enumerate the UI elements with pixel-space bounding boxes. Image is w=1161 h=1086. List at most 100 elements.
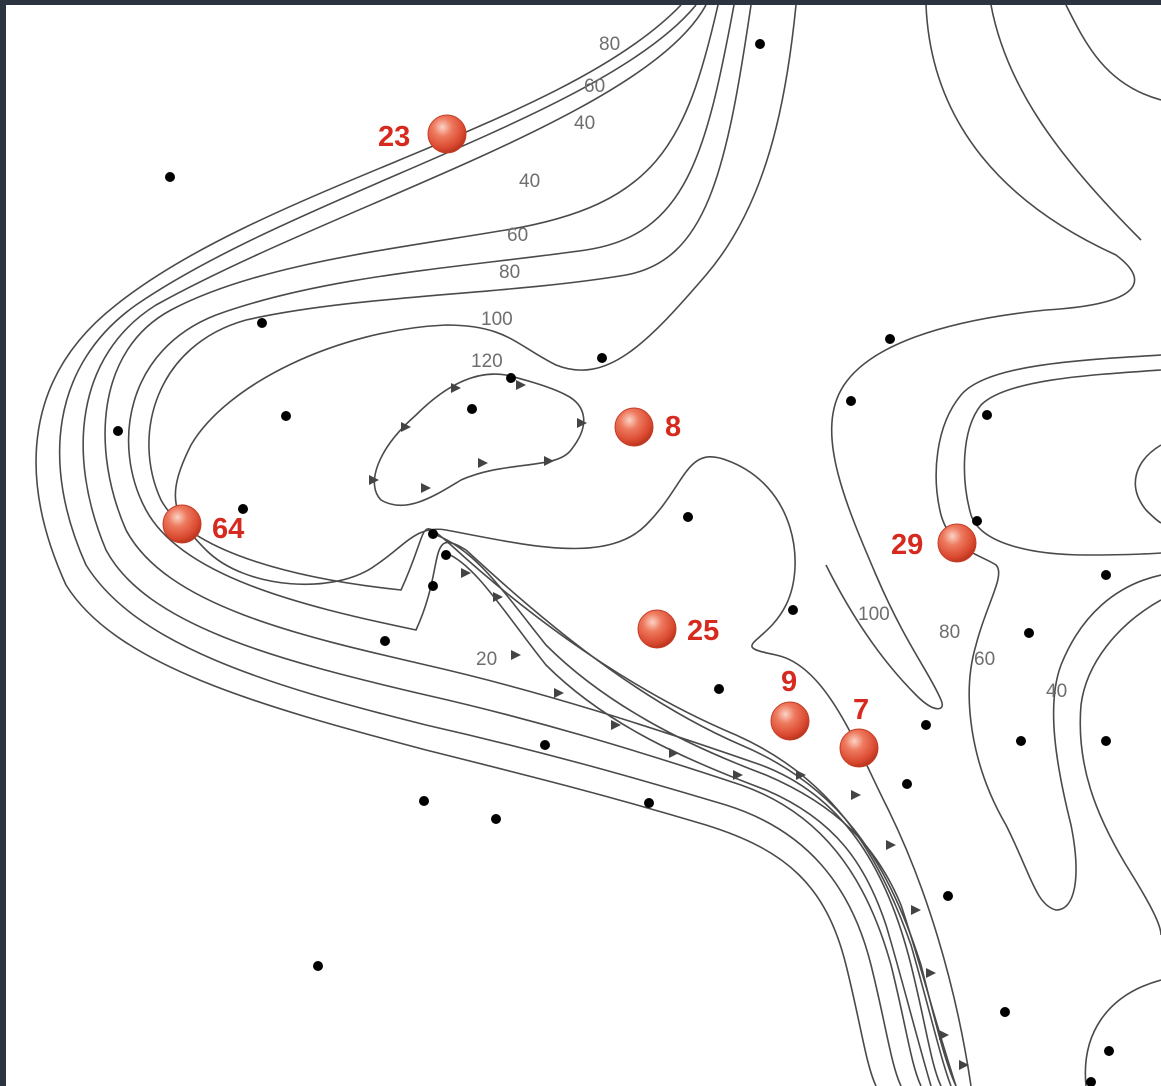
station-marker[interactable]	[163, 505, 201, 543]
station-marker[interactable]	[428, 115, 466, 153]
contour-label: 80	[939, 622, 960, 643]
contour-line	[1135, 445, 1161, 523]
station-29[interactable]: 29	[891, 524, 976, 562]
station-marker[interactable]	[771, 702, 809, 740]
contour-label: 80	[499, 262, 520, 283]
station-label: 8	[665, 411, 681, 443]
station-25[interactable]: 25	[638, 610, 719, 648]
sample-point	[428, 581, 438, 591]
front-marker	[926, 968, 936, 978]
station-label: 29	[891, 529, 923, 561]
contour-label: 100	[858, 604, 890, 625]
contour-line	[1080, 600, 1161, 935]
contour-line	[1066, 5, 1161, 100]
front-marker	[516, 380, 526, 390]
front-marker	[493, 592, 503, 602]
sample-point	[428, 529, 438, 539]
contour-label: 100	[481, 309, 513, 330]
sample-point	[644, 798, 654, 808]
sample-point	[257, 318, 267, 328]
sample-point	[1101, 570, 1111, 580]
front-marker	[421, 483, 431, 493]
sample-point	[467, 404, 477, 414]
sample-point	[714, 684, 724, 694]
front-marker	[939, 1030, 949, 1040]
station-label: 64	[212, 513, 244, 545]
contour-label: 20	[476, 649, 497, 670]
sample-point	[902, 779, 912, 789]
contour-label: 40	[1046, 681, 1067, 702]
stations: 23 8 64 29 25 9 7	[163, 115, 976, 767]
sample-point	[788, 605, 798, 615]
station-label: 25	[687, 615, 719, 647]
sample-point	[380, 636, 390, 646]
contour-label: 60	[974, 649, 995, 670]
contour-line	[964, 370, 1161, 555]
front-marker	[478, 458, 488, 468]
station-7[interactable]: 7	[840, 694, 878, 767]
station-23[interactable]: 23	[378, 115, 466, 153]
sample-point	[943, 891, 953, 901]
sample-point	[441, 550, 451, 560]
sample-point	[1000, 1007, 1010, 1017]
contour-line	[149, 5, 951, 1086]
contour-label: 60	[507, 225, 528, 246]
sample-point	[885, 334, 895, 344]
station-label: 23	[378, 121, 410, 153]
front-marker	[511, 650, 521, 660]
contour-line	[936, 355, 1161, 910]
contour-lines	[36, 5, 1161, 1086]
station-marker[interactable]	[840, 729, 878, 767]
sample-point	[846, 396, 856, 406]
sample-point	[1024, 628, 1034, 638]
sample-point	[1104, 1046, 1114, 1056]
contour-line	[1085, 980, 1161, 1086]
station-9[interactable]: 9	[771, 666, 809, 740]
sample-point	[1101, 736, 1111, 746]
contour-label: 40	[519, 171, 540, 192]
front-marker	[851, 790, 861, 800]
contour-label: 60	[584, 76, 605, 97]
contour-label: 120	[471, 351, 503, 372]
contour-line	[991, 5, 1141, 240]
sample-point	[113, 426, 123, 436]
contour-line	[175, 5, 971, 1086]
sample-point	[982, 410, 992, 420]
station-marker[interactable]	[938, 524, 976, 562]
sample-point	[540, 740, 550, 750]
front-marker	[911, 905, 921, 915]
sample-point	[755, 39, 765, 49]
front-marker	[886, 840, 896, 850]
sample-point	[683, 512, 693, 522]
contour-labels: 80 60 40 40 60 80 100 120 20 100 80 60 40	[471, 34, 1067, 702]
front-marker	[544, 456, 554, 466]
contour-line	[60, 5, 901, 1086]
sample-point	[281, 411, 291, 421]
contour-map: 80 60 40 40 60 80 100 120 20 100 80 60 40 23 8 64 29 25 9…	[6, 5, 1161, 1086]
contour-map-canvas: 80 60 40 40 60 80 100 120 20 100 80 60 40 23 8 64 29 25 9…	[6, 5, 1161, 1086]
front-marker	[669, 748, 679, 758]
sample-point	[491, 814, 501, 824]
front-marker	[577, 418, 587, 428]
sample-point	[313, 961, 323, 971]
contour-line	[105, 5, 941, 1086]
station-label: 7	[853, 694, 869, 726]
sample-point	[419, 796, 429, 806]
contour-label: 80	[599, 34, 620, 55]
front-markers	[369, 380, 969, 1070]
sample-point	[921, 720, 931, 730]
sample-point	[1086, 1077, 1096, 1086]
contour-line	[374, 374, 583, 505]
sample-point	[972, 516, 982, 526]
sample-point	[506, 373, 516, 383]
contour-label: 40	[574, 113, 595, 134]
contour-line	[83, 5, 921, 1086]
sample-point	[1016, 736, 1026, 746]
station-8[interactable]: 8	[615, 408, 681, 446]
sample-point	[597, 353, 607, 363]
front-marker	[554, 688, 564, 698]
sample-point	[165, 172, 175, 182]
station-marker[interactable]	[615, 408, 653, 446]
station-marker[interactable]	[638, 610, 676, 648]
